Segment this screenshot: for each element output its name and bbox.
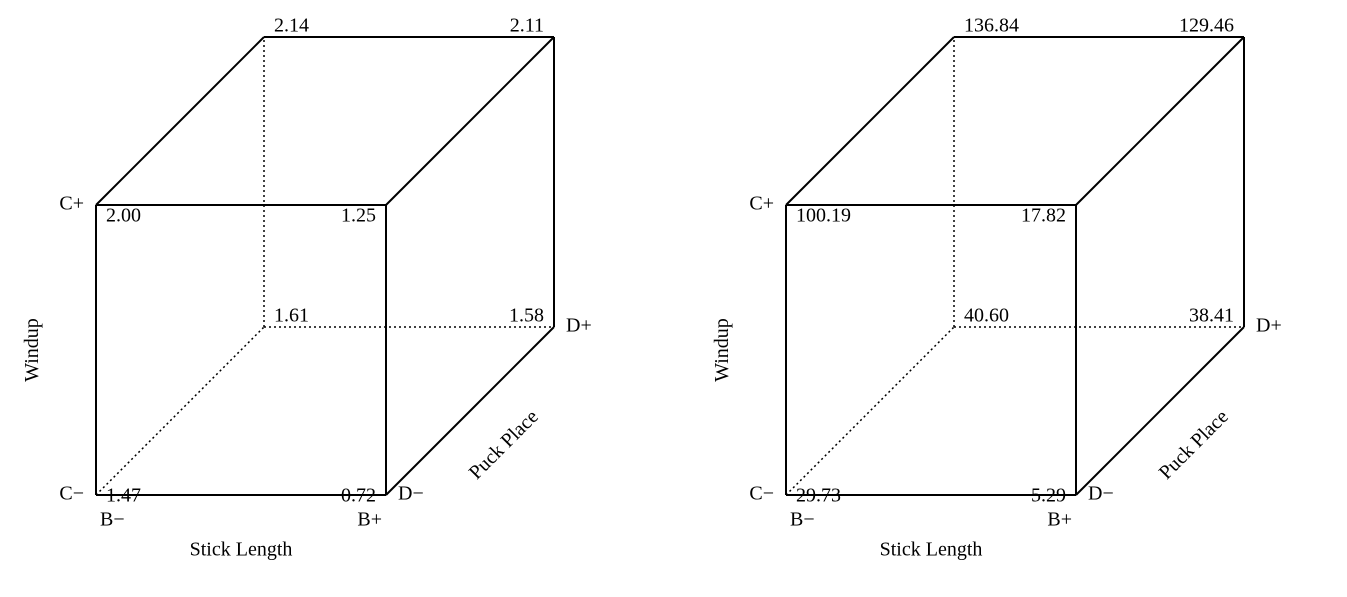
tick-d-low: D− [1088, 483, 1114, 505]
vertex-value: 0.72 [341, 485, 376, 507]
vertex-value: 100.19 [796, 205, 851, 227]
vertex-value: 2.14 [274, 15, 309, 37]
vertex-value: 38.41 [1189, 305, 1234, 327]
tick-b-low: B− [100, 509, 125, 531]
vertex-value: 129.46 [1179, 15, 1234, 37]
vertex-value: 29.73 [796, 485, 841, 507]
vertex-value: 17.82 [1021, 205, 1066, 227]
vertex-value: 1.47 [106, 485, 141, 507]
cube-edge-hidden [786, 327, 954, 495]
vertex-value: 1.61 [274, 305, 309, 327]
vertex-value: 40.60 [964, 305, 1009, 327]
tick-b-low: B− [790, 509, 815, 531]
axis-label-y: Windup [21, 318, 43, 382]
tick-c-low: C− [59, 483, 84, 505]
tick-d-high: D+ [566, 315, 592, 337]
cube-edge [786, 37, 954, 205]
vertex-value: 2.00 [106, 205, 141, 227]
tick-b-high: B+ [357, 509, 382, 531]
vertex-value: 1.58 [509, 305, 544, 327]
vertex-value: 1.25 [341, 205, 376, 227]
tick-d-low: D− [398, 483, 424, 505]
vertex-value: 136.84 [964, 15, 1019, 37]
cube-edge [96, 37, 264, 205]
tick-d-high: D+ [1256, 315, 1282, 337]
vertex-value: 2.11 [510, 15, 544, 37]
tick-b-high: B+ [1047, 509, 1072, 531]
cube-edge-hidden [96, 327, 264, 495]
vertex-value: 5.29 [1031, 485, 1066, 507]
tick-c-low: C− [749, 483, 774, 505]
axis-label-x: Stick Length [880, 539, 983, 561]
axis-label-y: Windup [711, 318, 733, 382]
cube-edge [386, 37, 554, 205]
tick-c-high: C+ [59, 193, 84, 215]
tick-c-high: C+ [749, 193, 774, 215]
axis-label-z: Puck Place [465, 406, 543, 484]
axis-label-z: Puck Place [1155, 406, 1233, 484]
cube-edge [1076, 37, 1244, 205]
axis-label-x: Stick Length [190, 539, 293, 561]
